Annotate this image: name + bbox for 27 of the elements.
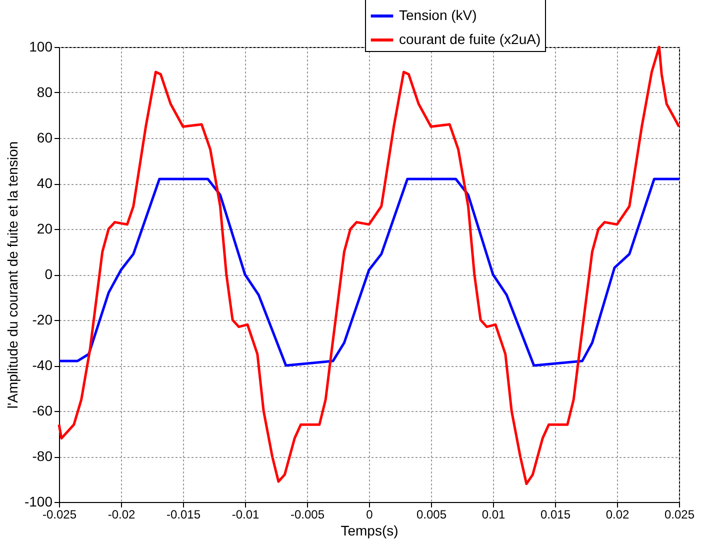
y-tick-label: 20 — [36, 220, 53, 236]
legend-label: courant de fuite (x2uA) — [399, 31, 541, 47]
x-tick-label: -0.005 — [290, 508, 325, 522]
x-tick-label: 0.01 — [482, 508, 506, 522]
x-tick-label: -0.02 — [108, 508, 136, 522]
x-tick-label: 0.02 — [606, 508, 630, 522]
x-tick-label: -0.025 — [42, 508, 77, 522]
x-axis-title: Temps(s) — [340, 522, 398, 538]
y-tick-label: -20 — [32, 312, 53, 328]
x-tick-label: 0.015 — [540, 508, 571, 522]
y-tick-label: -100 — [24, 494, 53, 510]
legend-label: Tension (kV) — [399, 7, 477, 23]
y-tick-label: 80 — [36, 84, 53, 100]
y-tick-label: -60 — [32, 402, 53, 418]
x-tick-label: 0.005 — [416, 508, 447, 522]
y-tick-label: 60 — [36, 130, 53, 146]
x-tick-label: 0.025 — [664, 508, 695, 522]
y-tick-label: -80 — [32, 448, 53, 464]
x-tick-label: -0.01 — [232, 508, 260, 522]
y-tick-label: -40 — [32, 357, 53, 373]
y-tick-label: 100 — [29, 38, 53, 54]
x-tick-label: -0.015 — [166, 508, 201, 522]
y-axis-title: l'Amplitude du courant de fuite et la tension — [4, 141, 20, 409]
x-tick-label: 0 — [366, 508, 374, 522]
y-tick-label: 40 — [36, 175, 53, 191]
line-series — [58, 178, 680, 367]
y-tick-label: 0 — [44, 266, 53, 282]
